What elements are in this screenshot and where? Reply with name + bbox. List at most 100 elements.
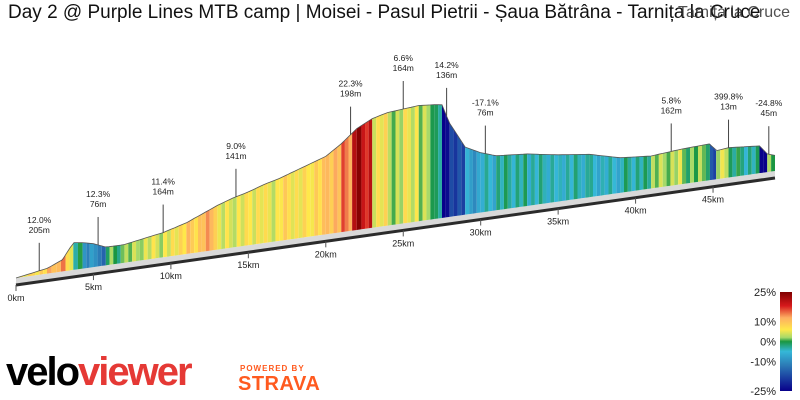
grade-band [337,143,342,233]
grade-band [453,129,458,217]
grade-band [658,153,663,188]
grade-band [577,154,582,199]
grade-band [627,157,632,192]
grade-band [759,145,764,174]
grade-band [720,148,725,179]
grade-band [69,242,74,271]
grade-band [174,226,179,256]
grade-band [271,179,276,242]
grade-band [682,148,687,185]
grade-band [492,154,497,211]
grade-band [275,178,280,242]
grade-band [654,154,659,188]
grade-band [418,105,423,222]
legend-label: 10% [754,317,776,329]
grade-band [376,115,381,228]
grade-band [306,163,311,238]
grade-band [457,135,462,216]
grade-band [604,156,609,196]
grade-band [441,104,446,218]
annotation-grade: -24.8% [755,98,782,108]
grade-band [461,141,466,216]
profile-base-ribbon [16,171,775,285]
grade-band [488,154,493,212]
grade-band [186,220,191,254]
grade-band [86,242,90,269]
grade-band [740,146,745,176]
grade-band [403,108,408,224]
grade-band [484,153,489,212]
grade-band [77,242,83,270]
annotations: 12.0%205m12.3%76m11.4%164m9.0%141m22.3%1… [27,53,783,271]
grade-band [236,194,241,247]
annotation-grade: 12.3% [86,189,111,199]
grade-band [546,154,551,204]
annotation-length: 164m [153,187,174,197]
grade-band [728,147,733,178]
x-axis-ticks: 0km 5km 10km 15km 20km 25km 30km 35km 40km 45km [7,186,724,303]
grade-band [697,145,702,182]
legend-label: -25% [750,386,776,398]
grade-band [356,125,362,230]
legend-label: -10% [750,356,776,368]
grade-band [503,155,508,210]
grade-band [670,150,675,186]
grade-band [472,149,477,214]
grade-band [616,157,621,194]
grade-band [620,157,624,193]
grade-band [232,196,237,248]
grade-band [465,147,470,215]
legend-label: 0% [760,337,776,349]
grade-band [538,154,543,205]
grade-band [120,244,125,264]
grade-band [372,117,377,228]
x-tick-label: 40km [625,206,647,216]
grade-band [410,106,415,223]
grade-band [209,207,214,251]
grade-band [596,155,601,197]
grade-band [252,188,257,245]
grade-band [182,222,187,255]
grade-band [395,109,400,225]
annotation-grade: -17.1% [472,98,499,108]
grade-band [391,110,396,226]
profile-base-line [15,176,776,287]
grade-band [267,181,272,243]
x-tick-label: 15km [237,260,259,270]
grade-band [643,156,648,190]
grade-band [662,152,667,187]
grade-band [592,154,597,197]
grade-band [612,156,617,194]
grade-band [407,107,411,223]
logo-viewer-text: viewer [78,350,193,394]
grade-band [771,154,775,172]
grade-band [600,155,605,196]
grade-band [217,203,222,250]
grade-band [469,148,473,215]
grade-band [290,171,295,240]
grade-band [97,244,102,267]
grade-band [694,146,698,183]
grade-band [690,146,695,183]
grade-band [298,167,303,239]
x-tick-label: 35km [547,217,569,227]
grade-band [287,172,291,240]
grade-band [631,156,636,192]
grade-band [147,236,152,260]
grade-band [724,147,729,179]
grade-band [515,154,520,208]
grade-band [500,155,504,210]
grade-legend: 25% 10% 0% -10% -25% [750,287,792,398]
grade-band [198,214,202,253]
grade-band [736,146,741,177]
powered-by-text: POWERED BY [240,364,305,373]
annotation-grade: 399.8% [714,92,743,102]
grade-band [414,105,419,222]
logo-velo-text: velo [6,350,80,394]
annotation-grade: 12.0% [27,215,52,225]
grade-band [352,128,357,231]
grade-band [608,156,613,195]
legend-label: 25% [754,287,776,299]
grade-band [248,190,253,246]
grade-band [542,154,547,204]
